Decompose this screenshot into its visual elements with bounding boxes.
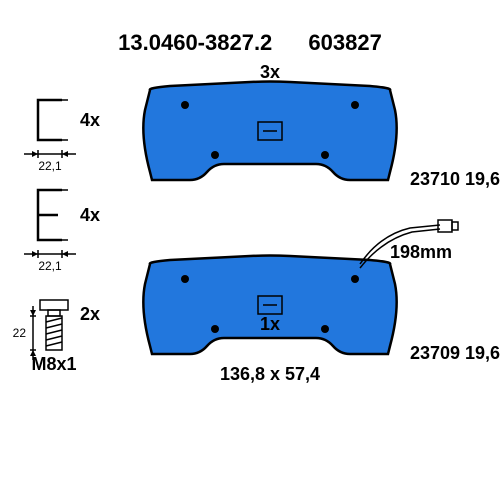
pad-top-thick: 19,6 [465, 169, 500, 189]
bolt: 2x 22 M8x1 [13, 300, 100, 374]
bolt-thread: M8x1 [31, 354, 76, 374]
clip2-qty: 4x [80, 205, 100, 225]
pad-bottom-thick: 19,6 [465, 343, 500, 363]
pad-bottom: 1x 23709 19,6 198mm [143, 220, 500, 363]
pad-top-qty: 3x [260, 62, 280, 82]
pad-top: 3x 23710 19,6 [143, 62, 500, 189]
pad-top-id: 23710 [410, 169, 460, 189]
bolt-qty: 2x [80, 304, 100, 324]
diagram: 3x 23710 19,6 1x 23709 19,6 198mm 136,8 … [0, 0, 500, 500]
clip1-width: 22,1 [38, 159, 62, 173]
pad-bottom-qty: 1x [260, 314, 280, 334]
wire-length: 198mm [390, 242, 452, 262]
bolt-height: 22 [13, 326, 27, 340]
clip1-qty: 4x [80, 110, 100, 130]
pad-dimensions: 136,8 x 57,4 [220, 364, 320, 384]
clip-1: 4x 22,1 [24, 100, 100, 173]
pad-bottom-id: 23709 [410, 343, 460, 363]
clip2-width: 22,1 [38, 259, 62, 273]
clip-2: 4x 22,1 [24, 190, 100, 273]
